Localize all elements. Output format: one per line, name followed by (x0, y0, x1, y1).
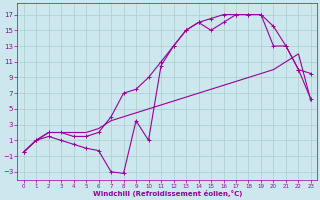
X-axis label: Windchill (Refroidissement éolien,°C): Windchill (Refroidissement éolien,°C) (92, 190, 242, 197)
